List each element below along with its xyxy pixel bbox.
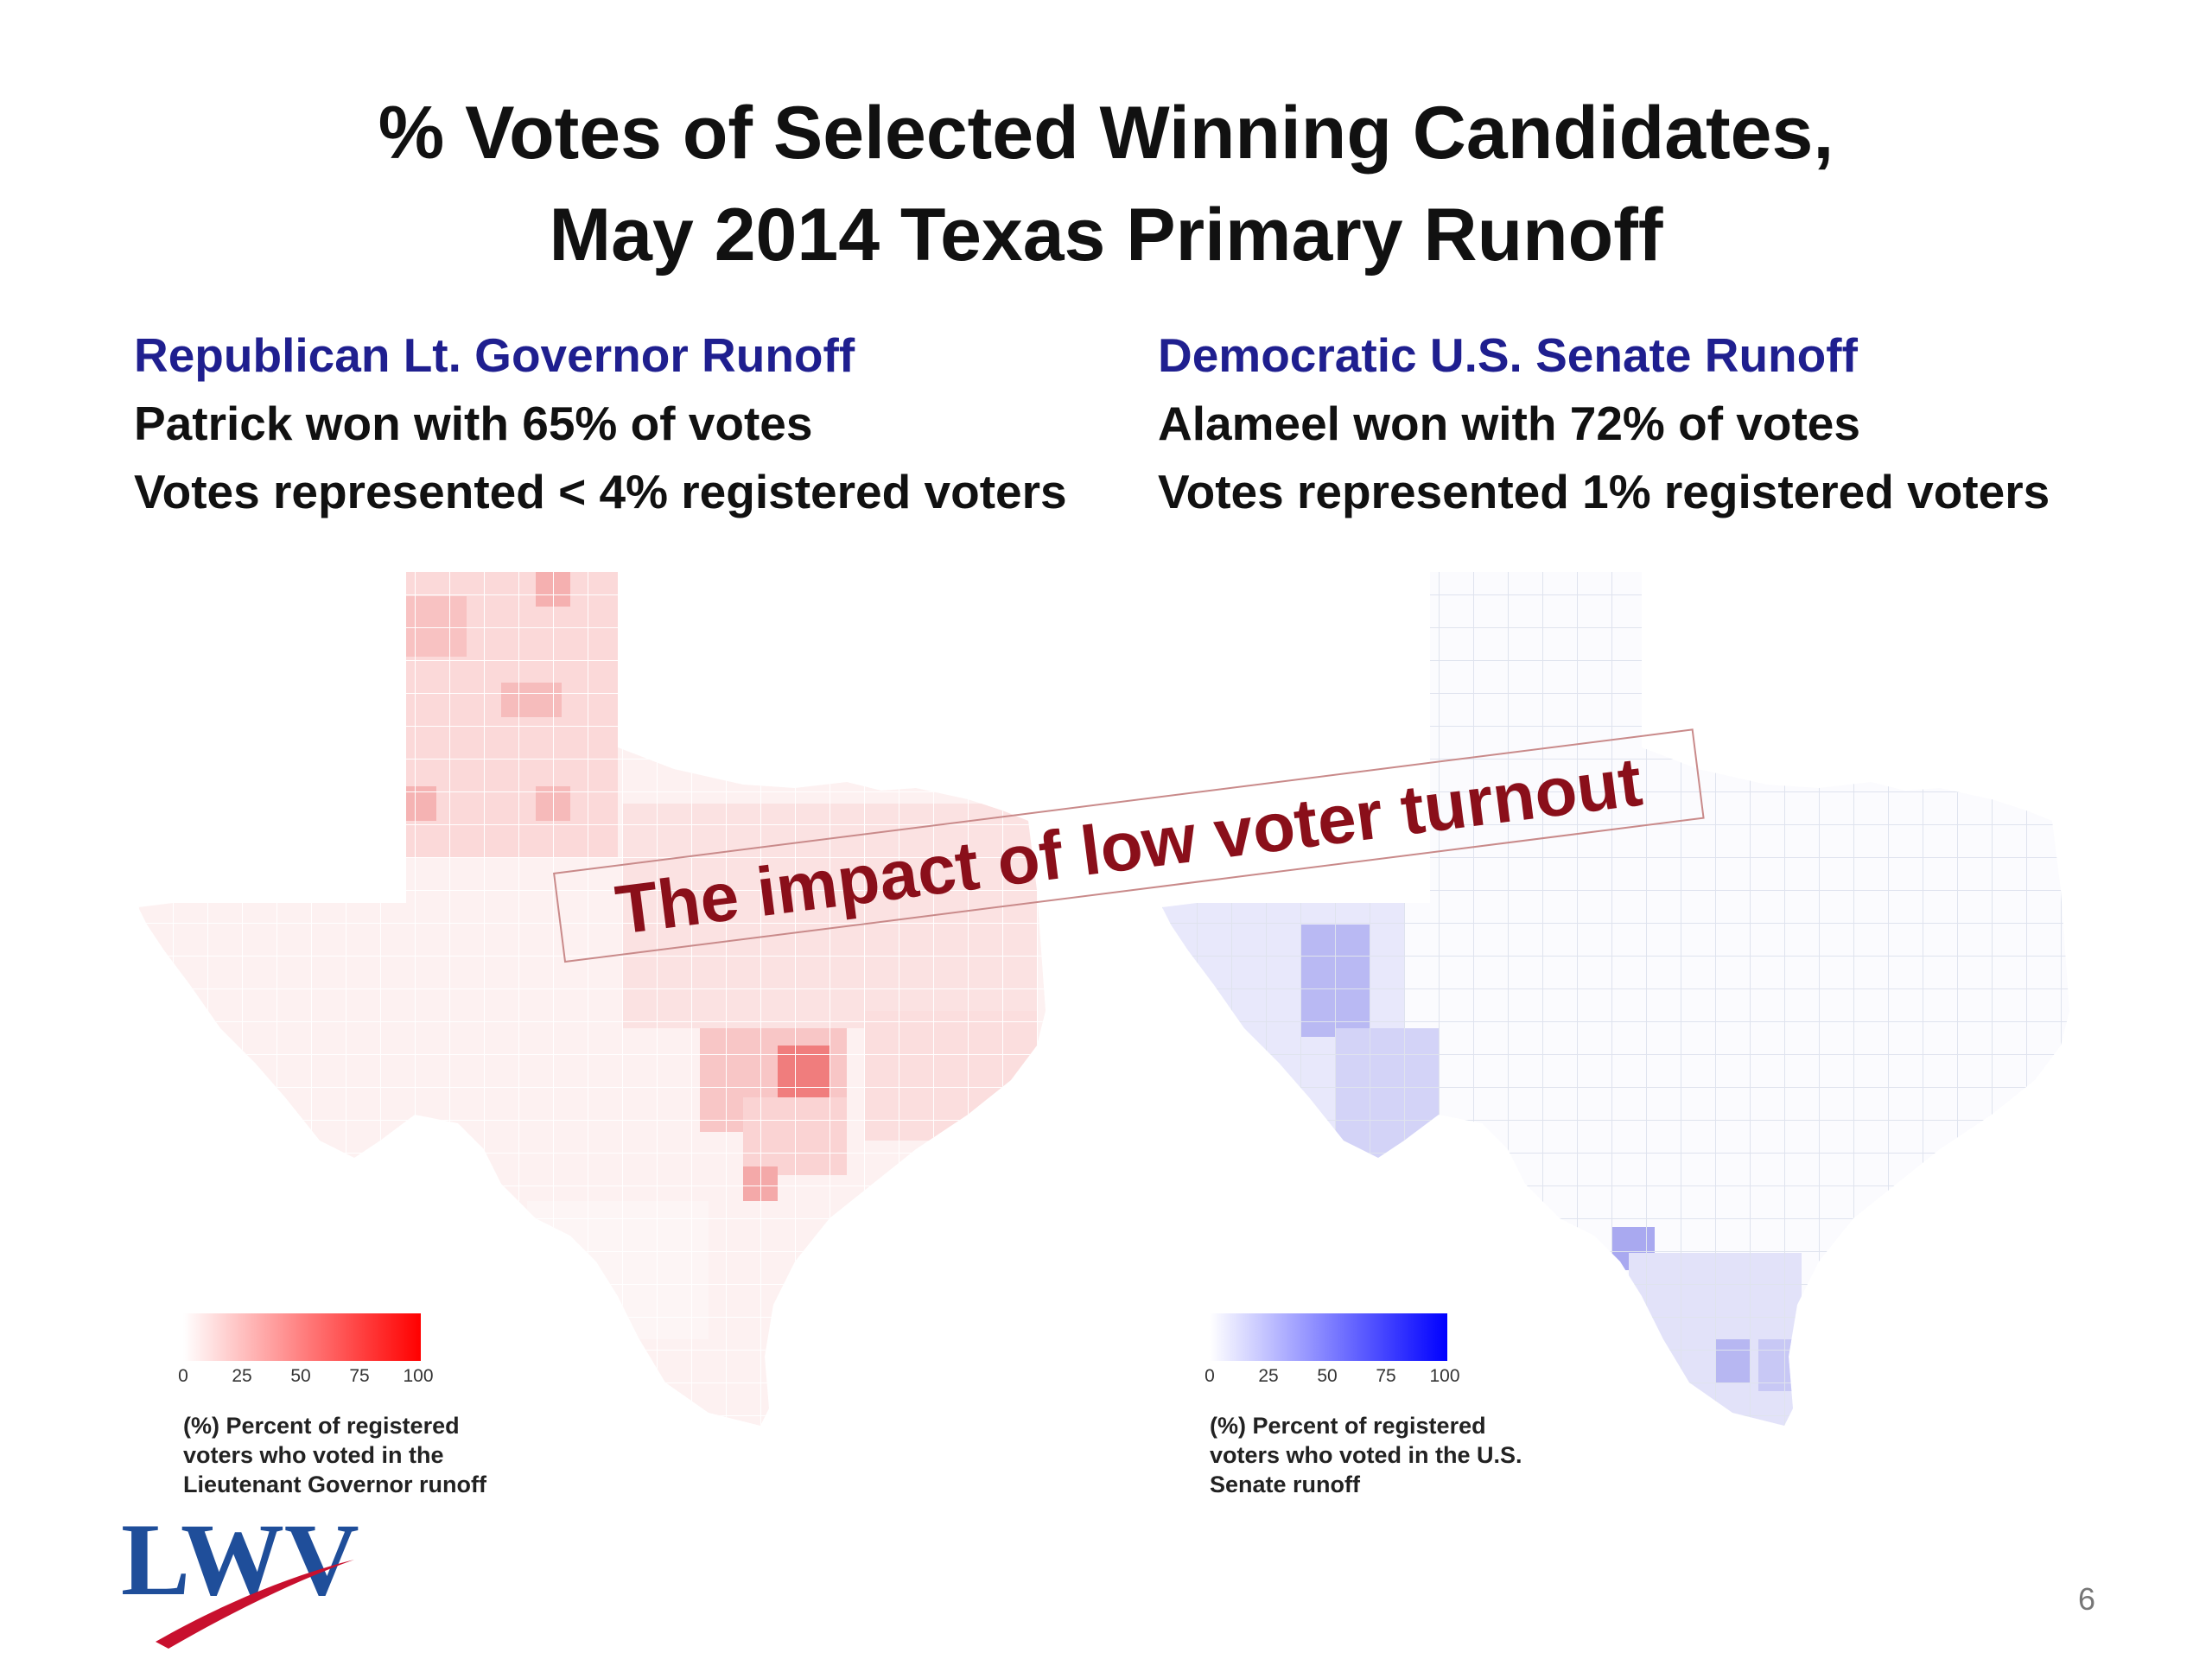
legend-red-ticks: 0 25 50 75 100 — [178, 1366, 442, 1395]
slide-title: % Votes of Selected Winning Candidates, … — [0, 82, 2212, 286]
legend-caption-line: Senate runoff — [1210, 1471, 1361, 1497]
right-result-line: Alameel won with 72% of votes — [1158, 397, 1860, 450]
legend-caption-line: Lieutenant Governor runoff — [183, 1471, 486, 1497]
legend-blue-tick: 100 — [1429, 1366, 1460, 1386]
legend-red-caption: (%) Percent of registered voters who vot… — [183, 1411, 555, 1499]
lwv-logo-svg: LWV — [121, 1502, 359, 1649]
texas-map-republican — [138, 562, 1287, 1529]
legend-red-tick: 50 — [290, 1366, 311, 1386]
right-summary: Democratic U.S. Senate Runoff Alameel wo… — [1158, 321, 2050, 526]
legend-blue-gradient — [1210, 1313, 1447, 1361]
legend-caption-line: (%) Percent of registered — [183, 1413, 460, 1439]
legend-caption-line: voters who voted in the U.S. — [1210, 1442, 1522, 1468]
right-heading: Democratic U.S. Senate Runoff — [1158, 328, 1858, 382]
right-turnout-line: Votes represented 1% registered voters — [1158, 465, 2050, 518]
page-number: 6 — [2078, 1581, 2096, 1617]
legend-red-gradient — [183, 1313, 421, 1361]
title-line-1: % Votes of Selected Winning Candidates, — [378, 92, 1834, 175]
texas-map-democratic — [1162, 562, 2212, 1529]
left-result-line: Patrick won with 65% of votes — [134, 397, 813, 450]
texas-map-blue-svg — [1162, 572, 2069, 1426]
legend-caption-line: voters who voted in the — [183, 1442, 444, 1468]
legend-red: 0 25 50 75 100 (%) Percent of registered… — [178, 1313, 555, 1499]
legend-blue-ticks: 0 25 50 75 100 — [1205, 1366, 1469, 1395]
texas-map-red-svg — [138, 572, 1046, 1426]
left-turnout-line: Votes represented < 4% registered voters — [134, 465, 1067, 518]
left-summary: Republican Lt. Governor Runoff Patrick w… — [134, 321, 1067, 526]
legend-red-tick: 0 — [178, 1366, 188, 1386]
legend-blue-tick: 50 — [1317, 1366, 1338, 1386]
legend-red-tick: 75 — [349, 1366, 370, 1386]
legend-red-tick: 25 — [232, 1366, 252, 1386]
lwv-logo: LWV — [121, 1495, 363, 1650]
legend-red-tick: 100 — [403, 1366, 434, 1386]
legend-caption-line: (%) Percent of registered — [1210, 1413, 1486, 1439]
lwv-logo-text: LWV — [121, 1502, 359, 1617]
legend-blue-tick: 25 — [1258, 1366, 1279, 1386]
legend-blue: 0 25 50 75 100 (%) Percent of registered… — [1205, 1313, 1581, 1499]
legend-blue-tick: 75 — [1376, 1366, 1396, 1386]
legend-blue-tick: 0 — [1205, 1366, 1215, 1386]
legend-blue-caption: (%) Percent of registered voters who vot… — [1210, 1411, 1581, 1499]
left-heading: Republican Lt. Governor Runoff — [134, 328, 855, 382]
title-line-2: May 2014 Texas Primary Runoff — [549, 194, 1663, 276]
lwv-swoosh-icon — [156, 1560, 354, 1649]
